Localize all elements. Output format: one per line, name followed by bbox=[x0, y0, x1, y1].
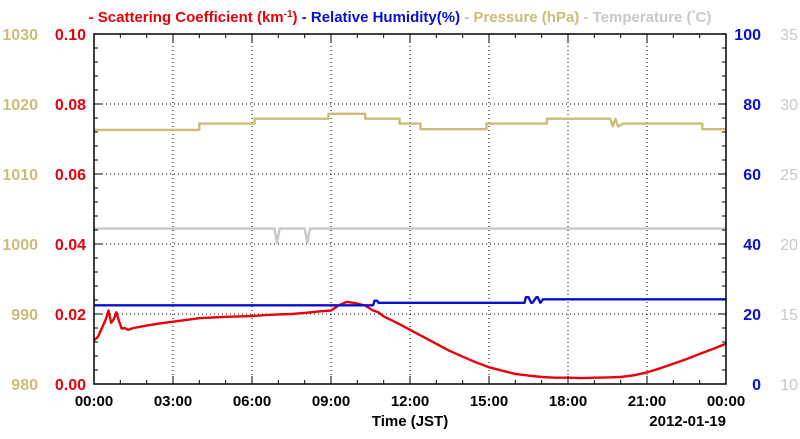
temperature-tick-label: 15 bbox=[780, 307, 798, 324]
pressure-tick-label: 1000 bbox=[2, 237, 38, 254]
scattering-tick-label: 0.04 bbox=[55, 237, 86, 254]
legend-entry-rh: - Relative Humidity(%) bbox=[298, 9, 461, 26]
pressure-tick-label: 980 bbox=[11, 377, 38, 394]
legend-entry-temp-close: C) bbox=[696, 9, 712, 26]
humidity-tick-label: 20 bbox=[743, 307, 761, 324]
humidity-tick-label: 100 bbox=[734, 27, 761, 44]
temperature-tick-label: 10 bbox=[780, 377, 798, 394]
temperature-tick-label: 30 bbox=[780, 97, 798, 114]
scattering-tick-label: 0.08 bbox=[55, 97, 86, 114]
x-tick-label: 00:00 bbox=[707, 393, 745, 410]
legend-entry-scat-close: ) bbox=[293, 9, 298, 26]
x-tick-label: 21:00 bbox=[628, 393, 666, 410]
series-layer bbox=[93, 112, 727, 380]
date-label: 2012-01-19 bbox=[649, 413, 726, 430]
series-line-temperature bbox=[94, 227, 726, 244]
temperature-tick-label: 25 bbox=[780, 167, 798, 184]
grid bbox=[94, 34, 726, 384]
humidity-tick-label: 80 bbox=[743, 97, 761, 114]
pressure-tick-label: 1010 bbox=[2, 167, 38, 184]
pressure-tick-label: 1030 bbox=[2, 27, 38, 44]
legend-text: - Scattering Coefficient (km-1) - Relati… bbox=[89, 9, 712, 27]
scattering-tick-label: 0.10 bbox=[55, 27, 86, 44]
pressure-tick-label: 990 bbox=[11, 307, 38, 324]
series-line-pressure bbox=[94, 112, 726, 132]
x-tick-label: 06:00 bbox=[233, 393, 271, 410]
legend: - Scattering Coefficient (km-1) - Relati… bbox=[89, 9, 712, 27]
series-line-scattering bbox=[93, 300, 727, 380]
legend-entry-temp: - Temperature ( bbox=[579, 9, 691, 26]
scattering-tick-label: 0.00 bbox=[55, 377, 86, 394]
x-tick-label: 09:00 bbox=[312, 393, 350, 410]
legend-entry-temp-sup: ° bbox=[692, 9, 696, 20]
x-tick-label: 15:00 bbox=[470, 393, 508, 410]
humidity-tick-label: 0 bbox=[752, 377, 761, 394]
legend-entry-press: - Pressure (hPa) bbox=[460, 9, 579, 26]
temperature-tick-label: 35 bbox=[780, 27, 798, 44]
series-line-humidity bbox=[94, 296, 726, 307]
humidity-tick-label: 40 bbox=[743, 237, 761, 254]
scattering-tick-label: 0.02 bbox=[55, 307, 86, 324]
axes: 00:00 03:00 06:00 09:00 12:00 15:00 18:00 21:00… bbox=[2, 27, 798, 410]
x-axis-label: Time (JST) bbox=[372, 413, 448, 430]
legend-entry-scat: - Scattering Coefficient (km bbox=[89, 9, 284, 26]
x-tick-label: 03:00 bbox=[154, 393, 192, 410]
humidity-tick-label: 60 bbox=[743, 167, 761, 184]
temperature-tick-label: 20 bbox=[780, 237, 798, 254]
pressure-tick-label: 1020 bbox=[2, 97, 38, 114]
legend-entry-scat-sup: -1 bbox=[284, 9, 293, 20]
scattering-tick-label: 0.06 bbox=[55, 167, 86, 184]
x-tick-label: 18:00 bbox=[549, 393, 587, 410]
x-tick-label: 00:00 bbox=[75, 393, 113, 410]
x-tick-label: 12:00 bbox=[391, 393, 429, 410]
